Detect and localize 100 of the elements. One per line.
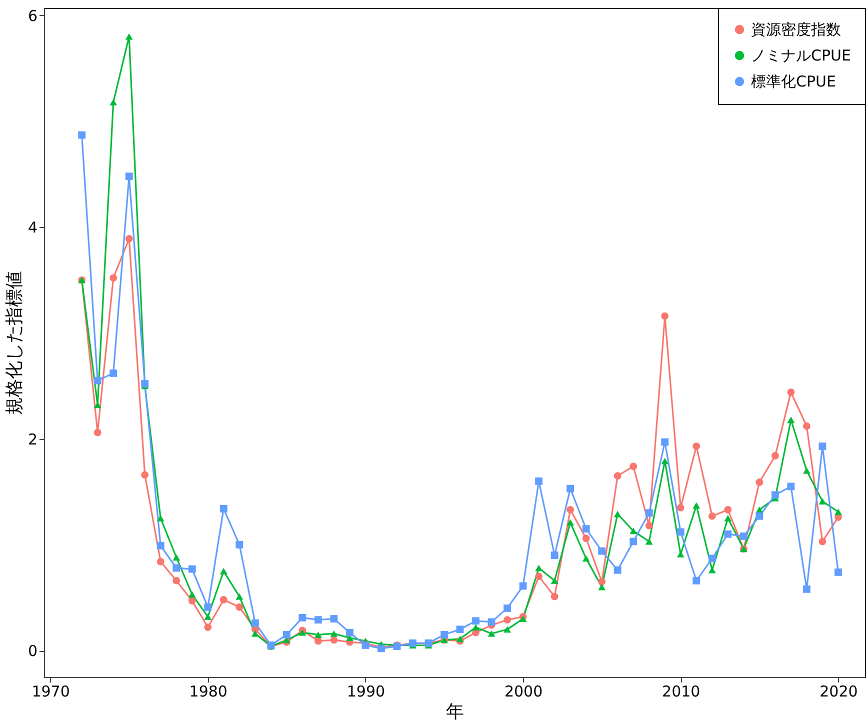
point xyxy=(535,564,543,572)
point xyxy=(802,467,810,474)
point xyxy=(330,615,338,622)
point xyxy=(692,502,700,509)
point xyxy=(330,630,338,637)
y-tick-label: 4 xyxy=(28,218,38,237)
point xyxy=(346,628,354,636)
point xyxy=(787,482,795,490)
point xyxy=(110,274,118,282)
point xyxy=(818,538,826,546)
point xyxy=(298,614,306,622)
point xyxy=(802,585,810,593)
point xyxy=(708,554,716,562)
point xyxy=(708,512,716,520)
point xyxy=(519,582,527,590)
point xyxy=(236,593,244,600)
point xyxy=(220,568,228,574)
point xyxy=(566,519,574,526)
y-tick-label: 2 xyxy=(28,430,38,448)
point xyxy=(314,631,322,638)
point xyxy=(661,458,669,464)
point xyxy=(566,506,574,514)
y-tick-label: 0 xyxy=(28,642,38,660)
point xyxy=(172,554,180,561)
point xyxy=(156,558,164,566)
point xyxy=(598,584,606,590)
point xyxy=(204,613,212,620)
point xyxy=(220,596,228,604)
x-tick-label: 2000 xyxy=(504,682,543,700)
point xyxy=(802,422,810,430)
point xyxy=(298,629,306,636)
point xyxy=(598,578,606,586)
point xyxy=(172,576,180,584)
x-tick-label: 1980 xyxy=(189,682,228,700)
point xyxy=(330,636,338,644)
point xyxy=(645,522,653,530)
y-axis-title: 規格化した指標値 xyxy=(4,271,25,415)
point xyxy=(582,525,590,533)
point xyxy=(550,592,558,600)
point xyxy=(676,528,684,536)
point xyxy=(236,540,244,548)
point xyxy=(204,624,212,631)
point xyxy=(141,471,149,479)
point xyxy=(125,33,133,40)
point xyxy=(614,510,622,518)
x-tick-label: 1990 xyxy=(346,682,386,700)
point xyxy=(756,512,764,520)
point xyxy=(771,491,779,499)
point xyxy=(519,616,527,622)
point xyxy=(472,624,480,630)
point xyxy=(456,636,464,642)
point xyxy=(236,603,244,611)
point xyxy=(598,547,606,555)
point xyxy=(614,566,622,574)
point xyxy=(488,618,496,626)
point xyxy=(661,438,669,446)
point xyxy=(504,604,511,612)
point xyxy=(172,564,180,572)
point xyxy=(125,235,133,242)
point xyxy=(724,530,732,538)
point xyxy=(188,591,196,598)
point xyxy=(125,172,133,180)
x-tick-label: 2020 xyxy=(820,682,858,700)
point xyxy=(566,484,574,492)
point xyxy=(787,388,795,396)
point xyxy=(550,577,558,584)
point xyxy=(110,369,118,377)
legend-label: 標準化CPUE xyxy=(751,72,836,90)
point xyxy=(220,504,228,512)
point xyxy=(204,603,212,611)
point xyxy=(818,442,826,450)
point xyxy=(282,630,290,638)
point xyxy=(251,630,259,637)
point xyxy=(724,515,732,522)
point xyxy=(472,617,480,625)
point xyxy=(582,534,590,542)
legend-label: ノミナルCPUE xyxy=(751,46,851,64)
point xyxy=(740,532,748,540)
point xyxy=(787,416,795,423)
point xyxy=(535,477,543,485)
point xyxy=(550,552,558,559)
point xyxy=(504,616,511,624)
point xyxy=(110,99,118,106)
point xyxy=(141,380,149,388)
point xyxy=(771,452,779,460)
point xyxy=(661,312,669,320)
point xyxy=(314,616,322,624)
point xyxy=(692,576,700,584)
point xyxy=(188,597,196,604)
point xyxy=(535,572,543,580)
point xyxy=(630,462,638,470)
point xyxy=(676,504,684,512)
point xyxy=(834,508,842,516)
x-axis-title: 年 xyxy=(446,702,464,722)
point xyxy=(94,428,102,436)
point xyxy=(582,555,590,562)
point xyxy=(630,538,638,546)
y-tick-label: 6 xyxy=(28,6,38,25)
point xyxy=(630,528,638,534)
point xyxy=(645,538,653,545)
